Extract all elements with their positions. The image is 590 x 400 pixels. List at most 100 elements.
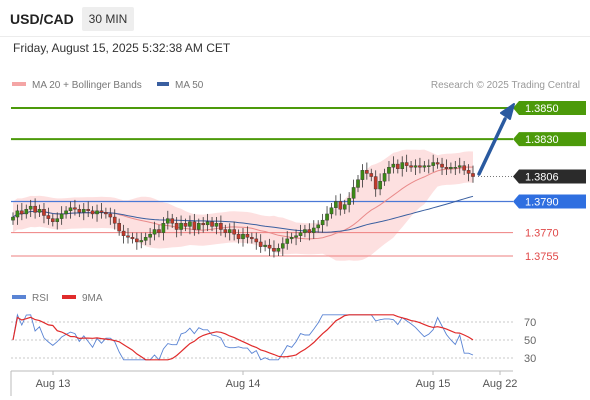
candle-body: [55, 218, 60, 222]
x-tick-label: Aug 15: [416, 378, 451, 390]
candle-body: [396, 163, 400, 169]
legend-ma50: MA 50: [157, 80, 203, 91]
candle-body: [37, 209, 42, 213]
candle-body: [373, 176, 378, 190]
candle-body: [90, 210, 95, 215]
candle-body: [457, 165, 462, 168]
candle-body: [86, 209, 90, 212]
candle-body: [387, 166, 391, 174]
candle-body: [418, 165, 422, 168]
candle-body: [422, 165, 427, 168]
candle-body: [254, 238, 259, 243]
ma9-swatch: [62, 295, 76, 300]
candle-body: [15, 210, 20, 218]
candle-body: [192, 221, 197, 230]
level-label-1.3830: 1.3830: [525, 134, 559, 146]
pair-title: USD/CAD: [10, 11, 74, 27]
ma50-swatch: [157, 82, 169, 87]
candle-body: [20, 210, 24, 215]
candle-body: [281, 243, 285, 249]
candle-body: [148, 233, 152, 238]
ma50-line: [12, 195, 474, 233]
forecast-arrow-head: [500, 103, 515, 120]
ma50-label: MA 50: [175, 80, 204, 91]
level-label-1.3770: 1.3770: [525, 228, 559, 240]
candle-body: [440, 163, 444, 168]
candle-body: [426, 165, 431, 167]
candle-body: [307, 229, 312, 233]
candle-body: [46, 215, 51, 219]
ma9-label: 9MA: [82, 293, 103, 304]
x-tick-label: Aug 13: [36, 378, 71, 390]
candle-body: [263, 244, 267, 247]
candle-body: [201, 223, 205, 226]
rsi-tick-label: 70: [524, 317, 536, 329]
candle-body: [28, 205, 33, 210]
candle-body: [431, 162, 435, 166]
candle-body: [391, 163, 396, 168]
candle-body: [449, 166, 453, 169]
candle-body: [267, 244, 272, 249]
candle-body: [404, 162, 409, 166]
level-tag-1.3790: [513, 194, 586, 209]
candle-body: [400, 162, 405, 169]
x-tick-label: Aug 14: [226, 378, 261, 390]
candle-body: [409, 165, 413, 168]
candle-body: [112, 216, 117, 224]
legend-9ma: 9MA: [62, 293, 103, 304]
candle-body: [152, 229, 157, 235]
candle-body: [227, 229, 232, 233]
candle-body: [196, 223, 201, 230]
candle-body: [316, 224, 320, 229]
level-tag-1.3830: [513, 132, 586, 147]
candle-body: [356, 179, 360, 188]
candle-body: [59, 213, 64, 219]
candle-body: [311, 227, 316, 233]
timeframe-button[interactable]: 30 MIN: [82, 7, 134, 31]
candles: [11, 154, 475, 258]
candle-body: [289, 237, 294, 240]
candle-body: [121, 230, 126, 236]
candle-body: [298, 232, 303, 236]
candle-body: [334, 201, 338, 208]
candle-body: [188, 221, 192, 227]
candle-body: [258, 241, 263, 247]
candle-body: [462, 165, 466, 171]
candle-body: [210, 221, 214, 227]
candle-body: [351, 187, 356, 199]
level-tag-1.3806: [513, 169, 586, 184]
ma20-label: MA 20 + Bollinger Bands: [32, 80, 142, 91]
candle-body: [378, 181, 382, 190]
candle-body: [444, 166, 449, 169]
candle-body: [11, 216, 15, 221]
level-label-1.3790: 1.3790: [525, 196, 559, 208]
candle-body: [51, 218, 55, 222]
candle-body: [272, 248, 276, 252]
candle-body: [365, 170, 369, 174]
candle-body: [285, 238, 290, 244]
candle-body: [161, 223, 166, 233]
level-tag-1.3850: [513, 101, 586, 115]
research-credit: Research © 2025 Trading Central: [430, 80, 580, 91]
candle-body: [68, 207, 73, 212]
candle-body: [95, 210, 99, 215]
candle-body: [33, 205, 37, 213]
candle-body: [435, 162, 440, 165]
candle-body: [413, 165, 418, 168]
candle-body: [241, 233, 245, 240]
level-label-1.3755: 1.3755: [525, 251, 559, 263]
candle-body: [347, 198, 351, 205]
x-tick-label: Aug 22: [483, 378, 518, 390]
candle-body: [117, 223, 121, 232]
rsi-line: [12, 313, 474, 361]
candle-body: [219, 223, 223, 230]
candle-body: [170, 218, 175, 224]
candle-body: [64, 210, 68, 215]
rsi-label: RSI: [32, 293, 49, 304]
candle-body: [320, 219, 325, 226]
candle-body: [77, 209, 82, 213]
candle-body: [126, 235, 130, 238]
candle-body: [342, 204, 347, 210]
candle-body: [214, 223, 219, 227]
